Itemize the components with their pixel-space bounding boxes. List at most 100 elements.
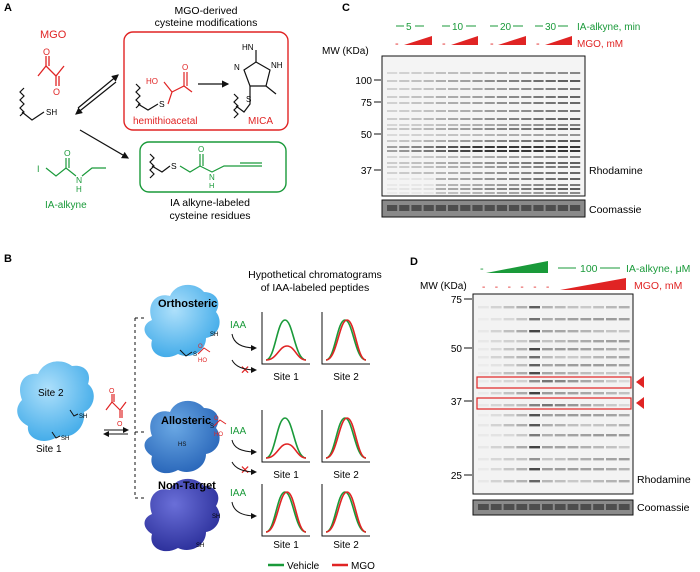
gel-c-band <box>460 88 471 90</box>
gel-d-band <box>542 348 553 351</box>
gel-d-band <box>554 318 566 321</box>
gel-d-band <box>618 372 630 375</box>
panel-c: C 5 10 20 30 IA-alkyne, min - - - - MGO,… <box>322 2 643 218</box>
gel-d-band <box>490 340 502 343</box>
gel-c-band <box>448 146 459 148</box>
time-10: 10 <box>452 22 464 33</box>
gel-d-band <box>478 380 489 383</box>
gel-c-band <box>521 156 532 158</box>
hemithioacetal-structure <box>135 72 193 111</box>
gel-d-band <box>567 380 579 383</box>
mgo-small-o1: O <box>109 388 115 395</box>
gel-d-band <box>478 424 489 427</box>
gel-d-band <box>593 468 604 471</box>
gel-c-band <box>448 110 459 112</box>
gel-d-band <box>529 414 540 417</box>
gel-c-band <box>509 128 520 130</box>
gel-c-band <box>533 178 544 180</box>
gel-c-band <box>545 124 556 126</box>
gel-c-band <box>423 166 434 168</box>
coomassie-d-band <box>503 504 515 510</box>
ia-alkyne-structure <box>45 158 106 177</box>
row-nontarget: Non-Target <box>158 480 216 492</box>
gel-c-band <box>545 128 556 130</box>
mw-ticks-d: 75 50 37 25 <box>451 295 472 482</box>
orthosteric-protein <box>144 284 220 358</box>
d-conc: 100 <box>580 263 598 275</box>
gel-c-band <box>570 96 581 98</box>
gel-d-band <box>542 318 553 321</box>
gel-c-band <box>484 178 495 180</box>
gel-c-band <box>521 96 532 98</box>
gel-d-band <box>580 414 592 417</box>
coomassie-label-d: Coomassie <box>637 502 690 514</box>
gel-c-band <box>557 184 568 186</box>
gel-c-band <box>496 156 507 158</box>
gel-c-band <box>435 102 446 104</box>
gel-d-band <box>567 480 579 483</box>
gel-c-band <box>435 146 446 148</box>
gel-c-band <box>411 110 422 112</box>
gel-c-band <box>496 172 507 174</box>
gel-c-band <box>448 88 459 90</box>
gel-c-band <box>399 188 410 190</box>
gel-d-band <box>554 348 566 351</box>
chrom-peak <box>265 345 307 361</box>
gel-c-band <box>484 124 495 126</box>
gel-c-band <box>521 184 532 186</box>
box-title-line-1: MGO-derived <box>174 5 237 17</box>
gel-c-band <box>496 188 507 190</box>
coomassie-c-band <box>509 205 520 211</box>
gel-c-band <box>557 88 568 90</box>
gel-c-band <box>521 128 532 130</box>
gel-d-band <box>490 372 502 375</box>
gel-d-band <box>542 458 553 461</box>
gel-c-band <box>399 128 410 130</box>
gel-c-band <box>387 184 398 186</box>
gel-c-band <box>435 118 446 120</box>
gel-d-band <box>516 434 528 437</box>
gel-c-band <box>423 80 434 82</box>
gel-c-band <box>411 72 422 74</box>
gel-d-band <box>516 348 528 351</box>
gel-c-band <box>557 134 568 136</box>
gel-c-band <box>496 162 507 164</box>
gel-c-band <box>557 96 568 98</box>
gel-d-band <box>503 392 515 395</box>
gel-d-band <box>554 306 566 309</box>
chrom-peak <box>325 319 367 361</box>
gel-c-band <box>484 72 495 74</box>
gel-d-band <box>478 468 489 471</box>
x-mark-allo: ✕ <box>240 463 250 477</box>
gel-c-band <box>472 128 483 130</box>
gel-c-band <box>448 172 459 174</box>
gel-c-coomassie-bands <box>387 205 581 211</box>
gel-d-band <box>516 306 528 309</box>
panel-label-d: D <box>410 256 418 268</box>
gel-c-band <box>423 140 434 142</box>
gel-c-band <box>435 110 446 112</box>
gel-c-band <box>557 192 568 194</box>
gel-c-band <box>387 72 398 74</box>
gel-c-band <box>411 156 422 158</box>
gel-d-band <box>542 340 553 343</box>
gel-c-band <box>387 134 398 136</box>
gel-c-band <box>472 156 483 158</box>
d-minus-signs: ------ <box>482 282 549 293</box>
gel-c-band <box>521 134 532 136</box>
gel-d-band <box>503 480 515 483</box>
gel-d-band <box>580 458 592 461</box>
gel-c-band <box>435 192 446 194</box>
gel-c-band <box>460 96 471 98</box>
gel-c-band <box>509 178 520 180</box>
gel-c-band <box>545 150 556 152</box>
gel-c-band <box>411 172 422 174</box>
gel-c-band <box>557 118 568 120</box>
d-minus: - <box>508 282 511 293</box>
gel-c-band <box>423 72 434 74</box>
gel-c-band <box>411 146 422 148</box>
gel-d-band <box>567 392 579 395</box>
allo-site1: Site 1 <box>273 470 299 481</box>
coomassie-d-band <box>580 504 592 510</box>
gel-c-band <box>496 102 507 104</box>
